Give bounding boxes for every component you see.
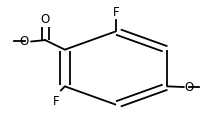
Text: O: O xyxy=(184,81,193,94)
Text: F: F xyxy=(113,6,119,19)
Text: O: O xyxy=(19,35,28,48)
Text: F: F xyxy=(53,95,59,108)
Text: O: O xyxy=(41,13,50,26)
